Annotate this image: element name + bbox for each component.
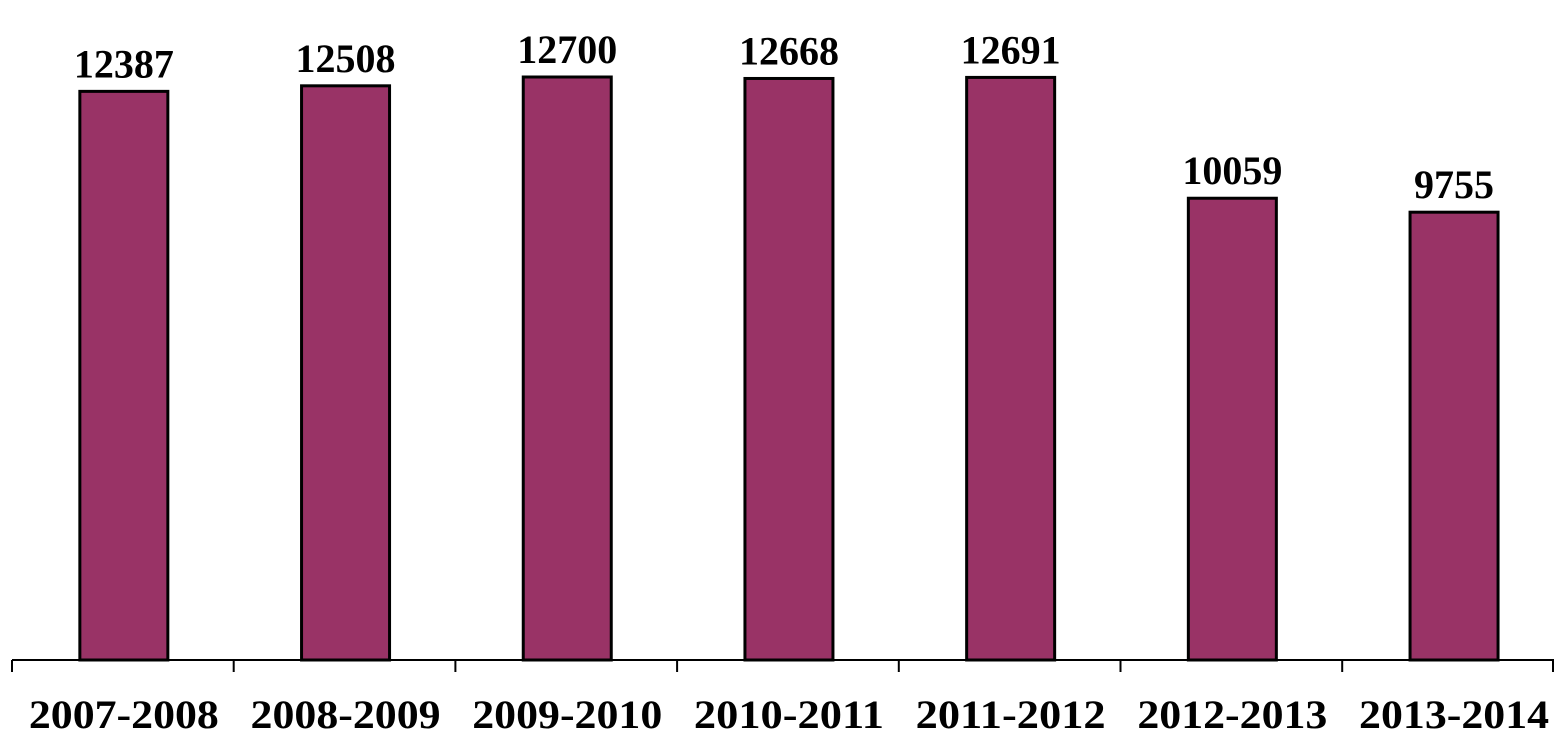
bar-2010-2011 (743, 76, 835, 662)
bars-group (78, 75, 1500, 662)
x-tick-label-2009-2010: 2009-2010 (472, 692, 662, 733)
data-label-2008-2009: 12508 (296, 36, 396, 81)
bar-2013-2014 (1408, 210, 1500, 662)
bar-2011-2012 (965, 75, 1057, 662)
data-labels-group: 12387 12508 12700 12668 12691 10059 9755 (74, 27, 1494, 207)
data-label-2009-2010: 12700 (517, 27, 617, 72)
x-tick-label-2011-2012: 2011-2012 (916, 692, 1106, 733)
data-label-2007-2008: 12387 (74, 41, 174, 86)
bar-2009-2010 (521, 75, 613, 662)
data-label-2010-2011: 12668 (739, 28, 839, 73)
x-tick-label-2010-2011: 2010-2011 (694, 692, 884, 733)
x-tick-label-2007-2008: 2007-2008 (29, 692, 219, 733)
x-tick-label-2008-2009: 2008-2009 (251, 692, 441, 733)
bar-2007-2008 (78, 89, 170, 662)
bar-2008-2009 (300, 84, 392, 662)
data-label-2012-2013: 10059 (1182, 148, 1282, 193)
x-axis-ticks (11, 660, 1554, 672)
bar-2012-2013 (1186, 196, 1278, 662)
x-tick-label-2013-2014: 2013-2014 (1359, 692, 1549, 733)
x-axis-tick-labels: 2007-2008 2008-2009 2009-2010 2010-2011 2011… (29, 692, 1549, 733)
data-label-2011-2012: 12691 (961, 27, 1061, 72)
data-label-2013-2014: 9755 (1414, 162, 1494, 207)
x-tick-label-2012-2013: 2012-2013 (1137, 692, 1327, 733)
